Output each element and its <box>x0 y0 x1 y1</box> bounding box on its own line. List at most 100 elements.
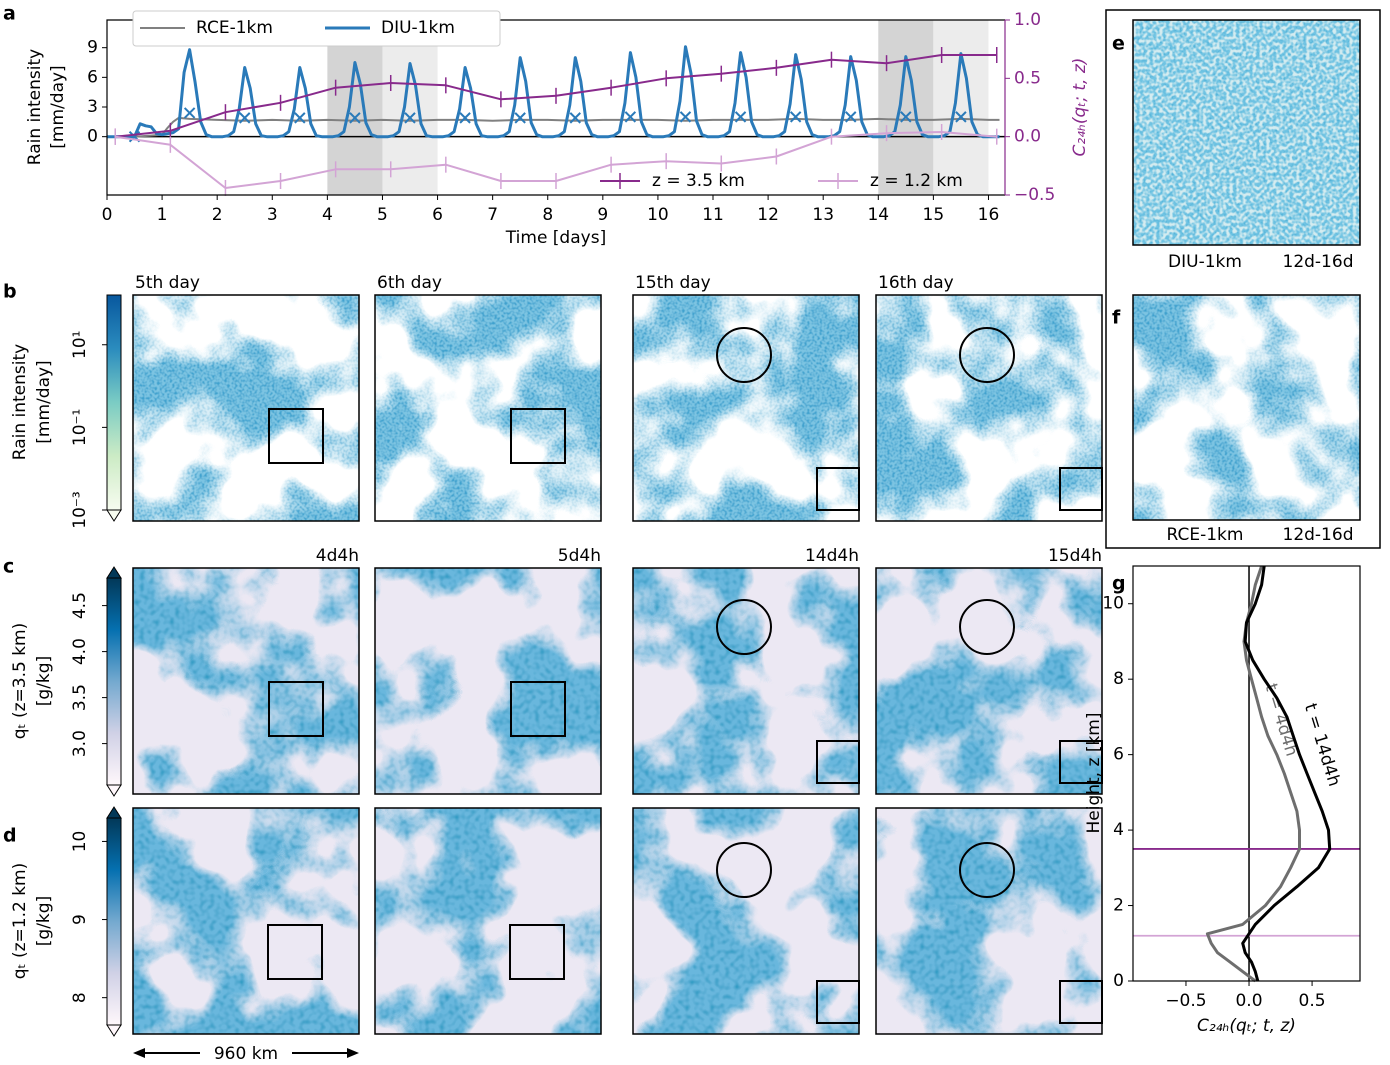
legend-label: RCE-1km <box>196 18 273 38</box>
colorbar-frame <box>106 817 122 1026</box>
colorbar <box>107 578 121 785</box>
colorbar-label: qₜ (z=1.2 km) <box>10 863 30 980</box>
colorbar-label: [g/kg] <box>34 656 54 706</box>
map-title: 5d4h <box>558 546 601 566</box>
highlight-box <box>268 681 324 737</box>
colorbar-label: Rain intensity <box>10 344 30 460</box>
y-tick-label: 3 <box>87 97 98 117</box>
y-axis-label: [mm/day] <box>48 65 68 148</box>
highlight-circle <box>716 842 772 898</box>
map-image <box>133 808 359 1034</box>
shaded-span <box>878 20 934 195</box>
map-frame <box>374 807 602 1035</box>
colorbar-tick-label: 10⁻¹ <box>70 409 90 446</box>
map-label: DIU-1km <box>1168 252 1242 272</box>
map-image <box>1133 20 1360 245</box>
map-frame <box>632 294 860 522</box>
map-image <box>375 568 601 794</box>
highlight-box <box>1059 467 1103 511</box>
y-tick-label: 4 <box>1113 820 1124 840</box>
highlight-box <box>1059 980 1103 1024</box>
mean-marker <box>734 111 747 123</box>
legend-label: DIU-1km <box>381 18 455 38</box>
panel-label: a <box>3 3 16 25</box>
highlight-circle <box>959 327 1015 383</box>
colorbar <box>107 295 121 510</box>
mean-marker <box>183 107 196 119</box>
map-frame <box>374 294 602 522</box>
x-tick-label: 8 <box>542 205 553 225</box>
highlight-box <box>816 740 860 784</box>
map-frame <box>1132 19 1361 246</box>
profile-line <box>1241 565 1332 982</box>
colorbar <box>107 818 121 1025</box>
y-tick-label: 8 <box>1113 669 1124 689</box>
x-axis-label: Time [days] <box>505 228 606 248</box>
x-tick-label: 15 <box>923 205 945 225</box>
x-tick-label: 1 <box>157 205 168 225</box>
x-tick-label: 0.0 <box>1235 991 1262 1011</box>
map-image <box>876 295 1102 521</box>
colorbar-frame <box>106 294 122 511</box>
panel-label: g <box>1112 573 1126 595</box>
colorbar-tick-label: 4.5 <box>70 592 90 619</box>
mean-marker <box>459 112 471 124</box>
panel-label: c <box>3 556 14 578</box>
map-image <box>375 808 601 1034</box>
mean-marker <box>624 111 637 123</box>
map-title: 14d4h <box>805 546 859 566</box>
y2-tick-label: 1.0 <box>1014 10 1041 30</box>
mean-marker <box>569 112 581 124</box>
highlight-box <box>510 681 566 737</box>
panel-label: f <box>1112 307 1121 329</box>
x-tick-label: 7 <box>487 205 498 225</box>
legend-label: z = 1.2 km <box>870 171 963 191</box>
x-tick-label: 0.5 <box>1299 991 1326 1011</box>
map-frame <box>875 807 1103 1035</box>
highlight-box <box>268 408 324 464</box>
x-tick-label: 10 <box>647 205 669 225</box>
y-axis-label: Rain intensity <box>25 49 45 165</box>
map-label: 12d-16d <box>1283 252 1354 272</box>
colorbar-tick-label: 8 <box>70 992 90 1003</box>
y-tick-label: 6 <box>1113 745 1124 765</box>
map-frame <box>132 807 360 1035</box>
y-tick-label: 9 <box>87 38 98 58</box>
highlight-circle <box>716 599 772 655</box>
x-tick-label: 3 <box>267 205 278 225</box>
map-image <box>876 568 1102 794</box>
map-frame <box>132 294 360 522</box>
x-tick-label: 5 <box>377 205 388 225</box>
colorbar-tick-label: 4.0 <box>70 638 90 665</box>
highlight-box <box>816 467 860 511</box>
shaded-span <box>327 20 383 195</box>
colorbar-tick-label: 10⁻³ <box>70 491 90 528</box>
highlight-circle <box>716 327 772 383</box>
mean-marker <box>900 111 912 123</box>
x-tick-label: 12 <box>757 205 779 225</box>
x-tick-label: 2 <box>212 205 223 225</box>
axis-frame <box>1132 565 1361 982</box>
colorbar-tick-label: 3.0 <box>70 730 90 757</box>
colorbar-tick-label: 10¹ <box>70 331 90 359</box>
x-tick-label: 11 <box>702 205 724 225</box>
map-frame <box>1132 294 1361 521</box>
colorbar-tick-label: 9 <box>70 914 90 925</box>
map-frame <box>875 567 1103 795</box>
panel-label: d <box>3 825 17 847</box>
x-tick-label: 4 <box>322 205 333 225</box>
x-tick-label: 6 <box>432 205 443 225</box>
x-tick-label: 9 <box>597 205 608 225</box>
map-image <box>133 568 359 794</box>
mean-marker <box>845 111 857 123</box>
map-frame <box>374 567 602 795</box>
map-image <box>133 295 359 521</box>
mean-marker <box>679 111 692 123</box>
highlight-circle <box>959 599 1015 655</box>
mean-marker <box>514 112 526 124</box>
x-tick-label: 13 <box>812 205 834 225</box>
x-tick-label: 16 <box>978 205 1000 225</box>
legend-label: z = 3.5 km <box>652 171 745 191</box>
profile-line <box>1205 565 1301 983</box>
